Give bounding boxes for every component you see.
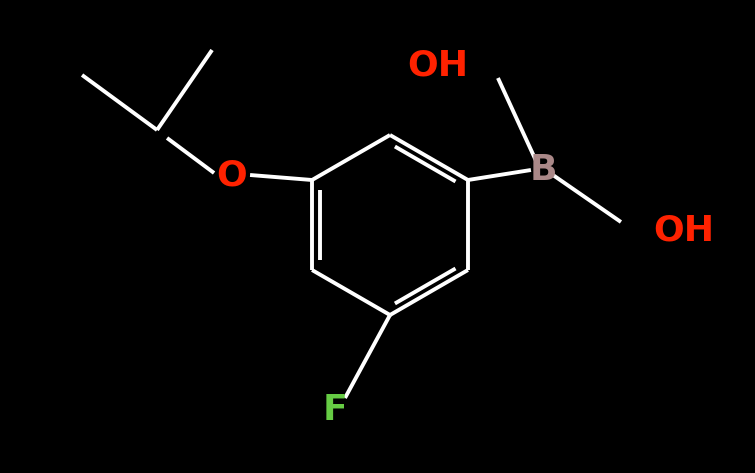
Text: O: O [217, 158, 248, 192]
Text: OH: OH [407, 48, 468, 82]
Text: F: F [322, 393, 347, 427]
Text: B: B [529, 153, 556, 187]
Text: OH: OH [653, 213, 714, 247]
